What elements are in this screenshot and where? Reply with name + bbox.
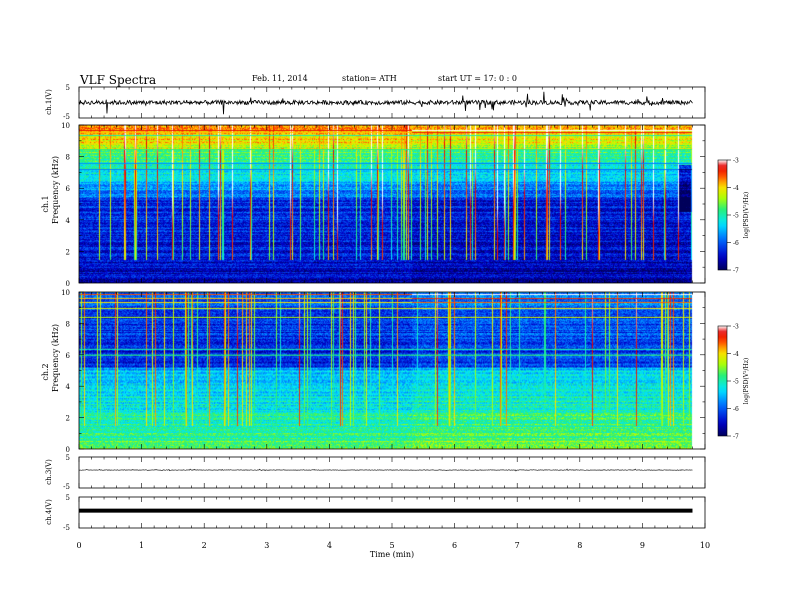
ch2-spectrogram-image	[79, 292, 705, 449]
ch1-spec-ylabel-top: ch.1	[41, 195, 50, 212]
ch3-ylabel: ch.3(V)	[45, 459, 53, 485]
x-tick-label: 6	[452, 541, 457, 550]
ch1-colorbar	[717, 159, 728, 271]
y-tick-label: 8	[66, 320, 70, 328]
panel-ch4-waveform: 5 -5 ch.4(V)	[45, 494, 706, 532]
colorbar-tick-label: -6	[733, 240, 739, 247]
ch4-ylabel: ch.4(V)	[45, 499, 53, 525]
y-tick-label: 8	[66, 154, 70, 162]
ch1-colorbar-label: log(PSD(V²/Hz)	[743, 192, 750, 239]
panel-ch3-waveform: 5 -5 ch.3(V)	[45, 454, 706, 491]
y-tick-label: 0	[66, 446, 70, 454]
colorbar-tick-label: -7	[733, 268, 739, 275]
x-tick-label: 3	[264, 541, 269, 550]
ch1-spec-ylabel: Frequency (kHz)	[51, 156, 60, 224]
panel-ch1-xticks	[78, 87, 706, 118]
ch2-colorbar-label: log(PSD(V²/Hz)	[743, 358, 750, 405]
ch1-spectrogram-image	[79, 125, 705, 283]
panel-ch2-spectrogram-yticks: 0 2 4 6 8 10	[61, 289, 705, 454]
colorbar-tick-label: -5	[733, 213, 739, 220]
colorbar-tick-label: -4	[733, 351, 739, 358]
y-tick-label: 6	[66, 352, 71, 360]
x-tick-label: 5	[389, 541, 394, 550]
ch3-ytick-bottom: -5	[63, 483, 70, 491]
colorbar-tick-label: -3	[733, 158, 739, 165]
x-axis-tick-labels: 0 1 2 3 4 5 6 7 8 9 10	[76, 541, 710, 550]
ch1-ytick-bottom: -5	[63, 113, 70, 121]
date-label: Feb. 11, 2014	[252, 74, 308, 83]
panel-ch1-waveform: 5 -5 ch.1(V)	[45, 84, 706, 121]
ch2-spec-ylabel: Frequency (kHz)	[51, 324, 60, 392]
x-tick-label: 4	[327, 541, 332, 550]
ch4-waveform-band	[79, 508, 693, 513]
ch1-waveform-line	[78, 91, 693, 115]
ch1-ylabel: ch.1(V)	[45, 89, 53, 115]
x-tick-label: 0	[76, 541, 81, 550]
x-tick-label: 9	[640, 541, 645, 550]
start-time-label: start UT = 17: 0 : 0	[438, 74, 517, 83]
y-tick-label: 4	[66, 217, 71, 225]
y-tick-label: 2	[66, 415, 70, 423]
panel-ch1-spectrogram-yticks: 0 2 4 6 8 10	[61, 122, 705, 288]
panel-ch2-spectrogram-xticks	[78, 292, 706, 449]
x-axis-label: Time (min)	[370, 550, 414, 559]
ch1-ytick-top: 5	[66, 84, 70, 92]
x-tick-label: 2	[202, 541, 207, 550]
colorbar-tick-label: -4	[733, 185, 739, 192]
y-tick-label: 6	[66, 185, 71, 193]
x-tick-label: 1	[139, 541, 144, 550]
panel-ch1-spectrogram-xticks	[78, 125, 706, 283]
y-tick-label: 4	[66, 383, 71, 391]
colorbar-tick-label: -6	[733, 406, 739, 413]
station-label: station= ATH	[342, 74, 397, 83]
ch4-ytick-bottom: -5	[63, 524, 70, 532]
figure-title: VLF Spectra	[79, 73, 156, 87]
panel-ch4-xticks	[78, 497, 706, 528]
colorbar-tick-label: -3	[733, 324, 739, 331]
panel-ch3-xticks	[78, 457, 706, 488]
x-tick-label: 7	[515, 541, 520, 550]
ch3-waveform-line	[78, 468, 693, 472]
y-tick-label: 10	[61, 122, 70, 130]
x-tick-label: 10	[700, 541, 710, 550]
ch1-colorbar-ticks: -3 -4 -5 -6 -7	[727, 158, 739, 275]
ch3-ytick-top: 5	[66, 454, 70, 462]
ch2-colorbar	[717, 325, 728, 437]
y-tick-label: 2	[66, 248, 70, 256]
ch2-spec-ylabel-top: ch.2	[41, 363, 50, 380]
ch2-colorbar-ticks: -3 -4 -5 -6 -7	[727, 324, 739, 441]
colorbar-tick-label: -7	[733, 434, 739, 441]
y-tick-label: 10	[61, 289, 70, 297]
ch4-ytick-top: 5	[66, 494, 70, 502]
y-tick-label: 0	[66, 280, 70, 288]
x-tick-label: 8	[577, 541, 582, 550]
colorbar-tick-label: -5	[733, 379, 739, 386]
